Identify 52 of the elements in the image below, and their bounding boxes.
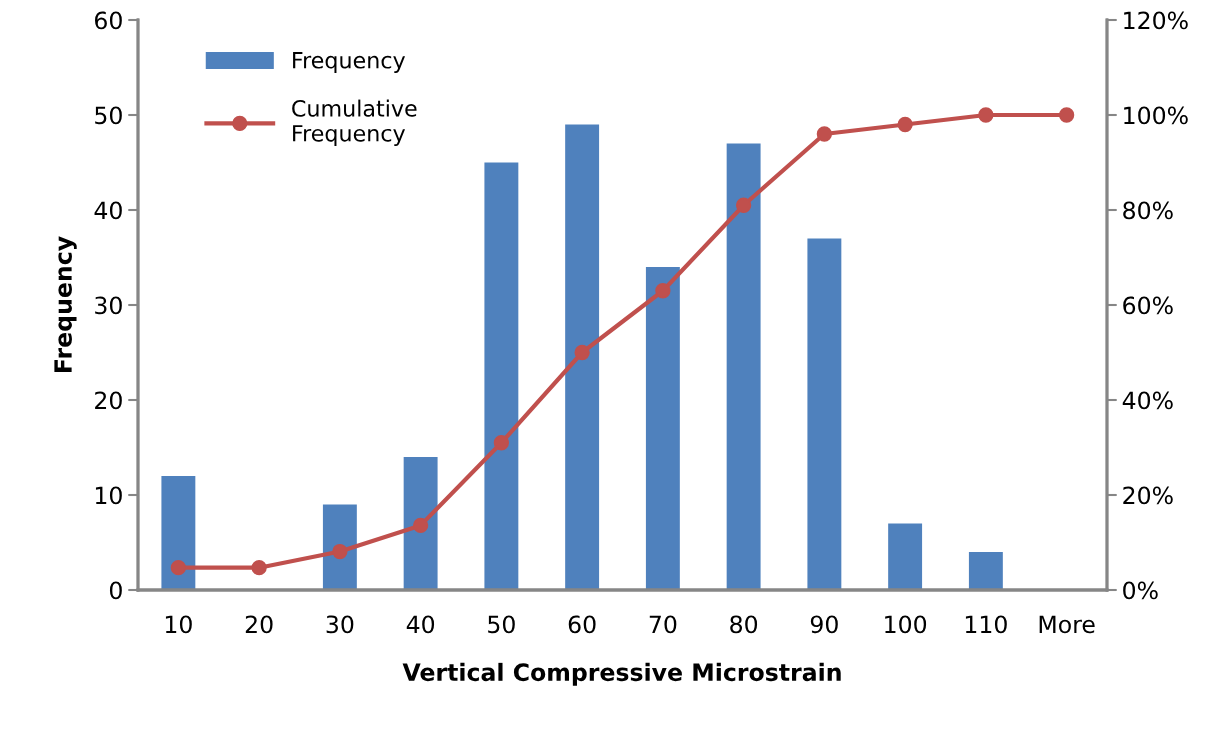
y2-tick-label: 100%: [1124, 106, 1188, 125]
x-tick-label: 90: [810, 615, 838, 634]
bar: [726, 143, 761, 590]
y-tick-label: 60: [95, 11, 122, 30]
x-tick-label: 80: [730, 615, 758, 634]
y2-tick-label: 60%: [1123, 296, 1173, 315]
point: [655, 283, 671, 299]
bar: [968, 552, 1003, 590]
y-tick-label: 40: [94, 201, 122, 220]
x-tick-label: 50: [488, 615, 515, 634]
y-axis-title: Frequency: [54, 236, 77, 372]
x-tick-label: 100: [885, 615, 927, 634]
bar: [565, 124, 600, 590]
x-tick-label: 10: [165, 615, 192, 634]
point: [735, 197, 752, 213]
point: [978, 107, 994, 123]
y2-tick-label: 120%: [1124, 11, 1188, 30]
point: [493, 435, 510, 451]
legend-label: Cumulative Frequency: [292, 99, 417, 146]
bar: [322, 504, 357, 590]
point: [1058, 107, 1075, 123]
point: [574, 344, 590, 361]
point: [251, 560, 267, 576]
x-axis-title: Vertical Compressive Microstrain: [402, 662, 841, 686]
x-tick-label: 110: [965, 615, 1007, 634]
point: [816, 126, 833, 142]
point: [412, 517, 429, 534]
x-tick-label: 40: [406, 615, 435, 634]
y2-tick-label: 0%: [1123, 581, 1158, 600]
y2-tick-label: 40%: [1122, 391, 1173, 410]
bar: [888, 523, 923, 590]
x-tick-label: 30: [326, 615, 354, 634]
y-tick-label: 10: [95, 486, 122, 505]
bar: [403, 457, 438, 590]
bar: [645, 267, 680, 590]
bar: [161, 476, 196, 590]
point: [897, 116, 913, 133]
x-tick-label: 60: [568, 615, 596, 634]
point: [170, 560, 187, 576]
y-tick-label: 0: [109, 581, 122, 600]
y-tick-label: 20: [95, 391, 122, 410]
x-tick-label: 20: [245, 615, 273, 634]
y-tick-label: 30: [95, 296, 122, 315]
bar: [484, 162, 519, 590]
bar: [807, 238, 842, 590]
x-tick-label: More: [1039, 615, 1095, 634]
y2-tick-label: 20%: [1123, 486, 1173, 505]
legend-label: Frequency: [293, 52, 406, 73]
y2-tick-label: 80%: [1123, 201, 1173, 220]
point: [332, 543, 348, 560]
x-tick-label: 70: [649, 615, 677, 634]
y-tick-label: 50: [95, 106, 122, 125]
